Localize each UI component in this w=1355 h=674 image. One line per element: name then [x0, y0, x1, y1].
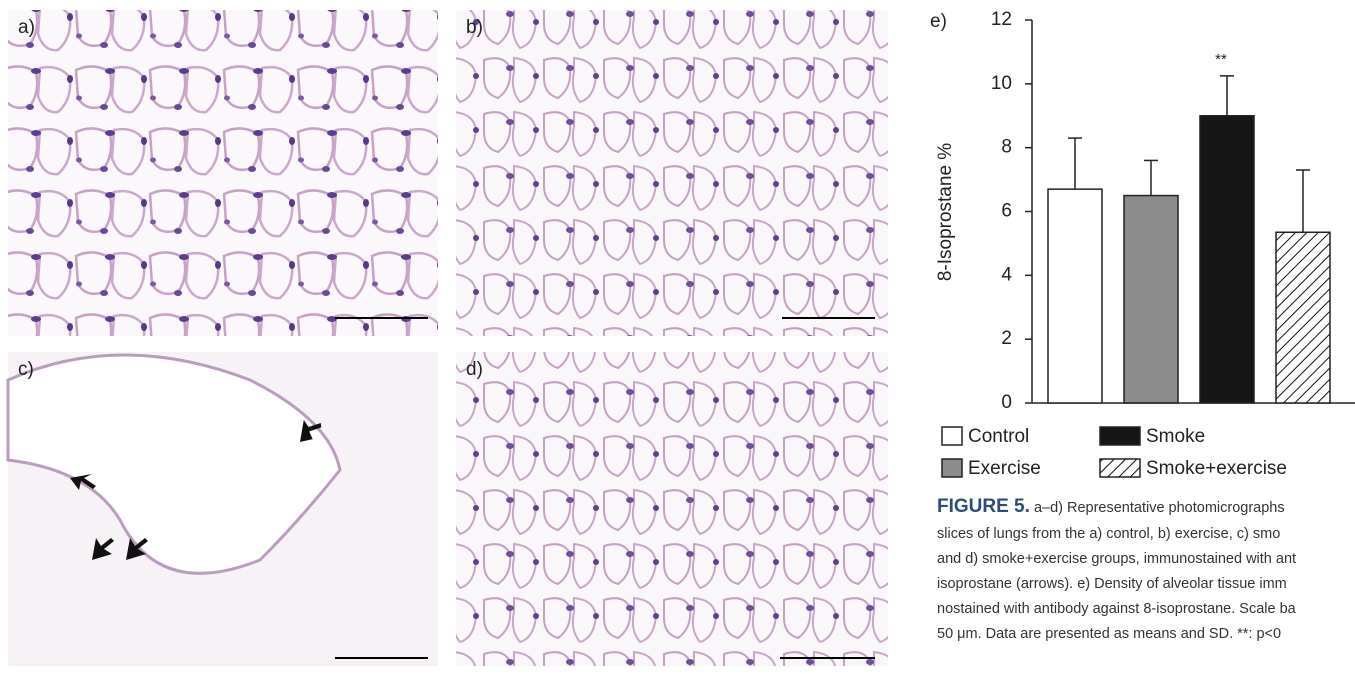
caption-text: 50 μm. Data are presented as means and S…	[937, 626, 1281, 642]
bar	[1276, 232, 1330, 403]
panel-label: d)	[466, 359, 483, 380]
y-tick-label: 10	[991, 73, 1012, 94]
micrograph	[456, 352, 888, 666]
caption-text: slices of lungs from the a) control, b) …	[937, 526, 1280, 542]
micrograph	[456, 10, 888, 336]
legend-swatch	[942, 459, 962, 477]
y-tick-label: 12	[991, 9, 1012, 30]
page: a) b) c) d) e) 8-Isoprostane % ** 0 2 4 6 8 1…	[0, 0, 1355, 674]
annotation: **	[1215, 51, 1227, 68]
legend-swatch	[1100, 427, 1140, 445]
caption-label: FIGURE 5.	[937, 496, 1030, 517]
caption-line: FIGURE 5. a–d) Representative photomicro…	[937, 496, 1285, 518]
caption-text: and d) smoke+exercise groups, immunostai…	[937, 551, 1296, 567]
bar	[1048, 189, 1102, 403]
legend-label: Smoke+exercise	[1146, 458, 1287, 479]
legend-swatch	[1100, 459, 1140, 477]
micrograph	[8, 10, 438, 336]
legend-label: Smoke	[1146, 426, 1205, 447]
legend-swatch	[942, 427, 962, 445]
caption-text: isoprostane (arrows). e) Density of alve…	[937, 576, 1287, 592]
figure: a) b) c) d) e) 8-Isoprostane % ** 0 2 4 6 8 1…	[0, 0, 1355, 674]
panel-label: e)	[930, 11, 947, 32]
y-axis-label: 8-Isoprostane %	[935, 143, 956, 281]
y-tick-label: 2	[1001, 328, 1012, 349]
panel-label: b)	[466, 17, 483, 38]
y-tick-label: 0	[1001, 392, 1012, 413]
panel-label: a)	[18, 17, 35, 38]
caption-text: nostained with antibody against 8-isopro…	[937, 601, 1296, 617]
caption-text: a–d) Representative photomicrographs	[1034, 500, 1285, 516]
y-tick-label: 4	[1001, 264, 1012, 285]
bar	[1200, 116, 1254, 403]
legend-label: Exercise	[968, 458, 1041, 479]
bar	[1124, 196, 1178, 403]
panel-label: c)	[18, 359, 34, 380]
y-tick-label: 8	[1001, 137, 1012, 158]
y-tick-label: 6	[1001, 201, 1012, 222]
legend-label: Control	[968, 426, 1029, 447]
